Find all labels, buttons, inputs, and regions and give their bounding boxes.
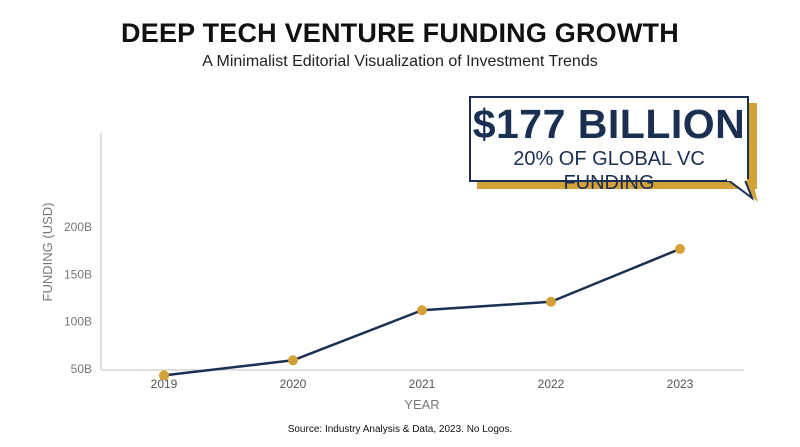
data-points bbox=[159, 243, 685, 381]
callout-box: $177 BILLION 20% OF GLOBAL VC FUNDING bbox=[469, 96, 749, 194]
x-axis-label: YEAR bbox=[404, 397, 439, 412]
y-axis-label: FUNDING (USD) bbox=[40, 203, 55, 302]
y-tick-label: 200B bbox=[64, 220, 92, 234]
y-tick-label: 100B bbox=[64, 315, 92, 329]
y-tick-label: 150B bbox=[64, 267, 92, 281]
x-tick-labels: 2019 2020 2021 2022 2023 bbox=[151, 377, 694, 391]
y-tick-label: 50B bbox=[71, 362, 92, 376]
x-tick-label: 2021 bbox=[409, 377, 436, 391]
data-point-2023 bbox=[675, 243, 685, 254]
chart-title: DEEP TECH VENTURE FUNDING GROWTH bbox=[121, 18, 679, 48]
chart-subtitle: A Minimalist Editorial Visualization of … bbox=[202, 53, 598, 70]
data-point-2021 bbox=[417, 305, 427, 316]
x-tick-label: 2019 bbox=[151, 377, 178, 391]
x-tick-label: 2022 bbox=[538, 377, 565, 391]
source-note: Source: Industry Analysis & Data, 2023. … bbox=[287, 424, 513, 435]
data-point-2022 bbox=[546, 296, 556, 307]
callout-headline: $177 BILLION bbox=[472, 101, 746, 147]
x-tick-label: 2023 bbox=[667, 377, 694, 391]
data-point-2019 bbox=[159, 370, 169, 381]
y-tick-labels: 50B 100B 150B 200B bbox=[64, 220, 92, 376]
x-tick-label: 2020 bbox=[280, 377, 307, 391]
data-point-2020 bbox=[288, 355, 298, 366]
callout-subline: 20% OF GLOBAL VC FUNDING bbox=[513, 148, 705, 194]
